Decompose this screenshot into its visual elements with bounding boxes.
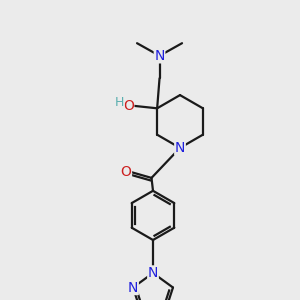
Text: N: N	[148, 266, 158, 280]
Text: N: N	[128, 280, 138, 295]
Text: O: O	[123, 99, 134, 113]
Text: H: H	[115, 96, 124, 110]
Text: O: O	[121, 165, 131, 179]
Text: N: N	[175, 141, 185, 155]
Text: N: N	[154, 49, 165, 63]
